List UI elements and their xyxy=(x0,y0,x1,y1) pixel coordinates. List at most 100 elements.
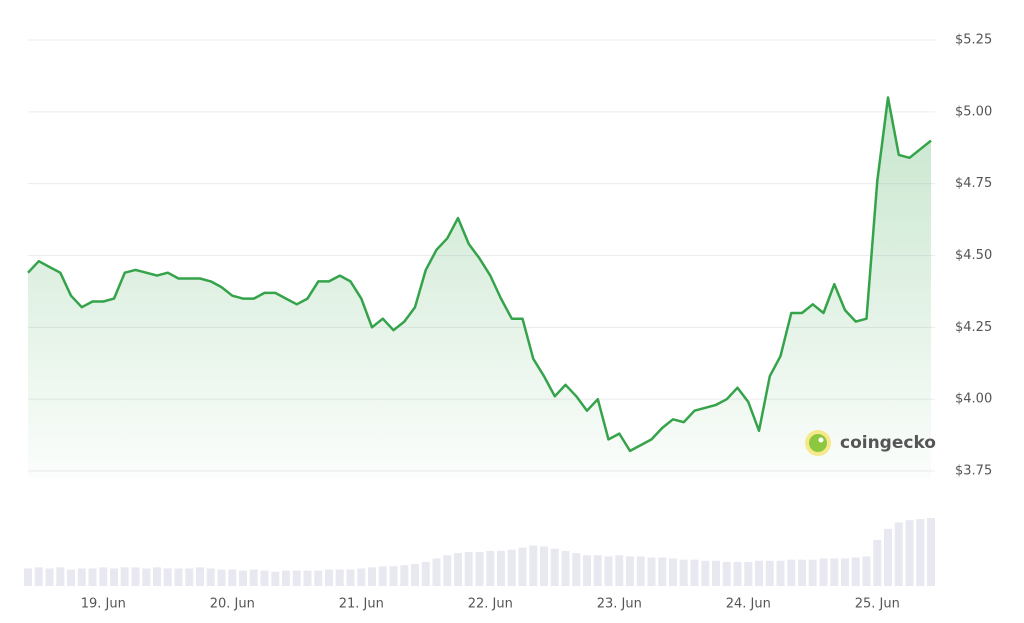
volume-bar xyxy=(357,568,366,586)
volume-bar xyxy=(163,568,172,586)
volume-bar xyxy=(744,561,753,586)
volume-bar xyxy=(518,547,527,586)
volume-bar xyxy=(658,557,667,586)
x-tick-label: 25. Jun xyxy=(855,597,900,612)
volume-bar xyxy=(583,555,591,586)
x-tick-label: 20. Jun xyxy=(210,597,255,612)
volume-bar xyxy=(884,528,892,586)
volume-bar xyxy=(916,519,925,586)
volume-bar xyxy=(808,559,817,586)
y-tick-label: $4.75 xyxy=(955,176,992,191)
volume-bar xyxy=(690,559,699,586)
volume-bar xyxy=(733,561,742,586)
x-tick-label: 19. Jun xyxy=(81,597,126,612)
volume-bar xyxy=(346,569,355,586)
watermark: coingecko xyxy=(840,433,936,453)
volume-bar xyxy=(540,546,548,586)
volume-bar xyxy=(282,570,290,586)
volume-bar xyxy=(851,557,860,586)
volume-bar xyxy=(497,550,505,586)
y-tick-label: $3.75 xyxy=(955,464,992,479)
volume-bar xyxy=(669,558,677,586)
volume-bar xyxy=(626,556,634,586)
volume-bar xyxy=(368,567,376,586)
volume-bar xyxy=(271,571,280,586)
volume-bar xyxy=(196,567,204,586)
volume-bar xyxy=(239,570,247,586)
volume-bar xyxy=(389,566,398,586)
volume-bar xyxy=(475,552,484,586)
volume-bar xyxy=(217,569,226,586)
x-tick-label: 21. Jun xyxy=(339,597,384,612)
volume-bar xyxy=(561,550,570,586)
volume-bar xyxy=(56,567,65,586)
volume-bar xyxy=(325,569,333,586)
volume-bar xyxy=(701,560,710,586)
y-tick-label: $5.00 xyxy=(955,104,992,119)
volume-bar xyxy=(110,568,118,586)
volume-bar xyxy=(24,568,32,586)
volume-bar xyxy=(314,570,323,586)
volume-bar xyxy=(862,556,871,586)
volume-bar xyxy=(67,569,75,586)
y-tick-label: $5.25 xyxy=(955,33,992,48)
volume-bar xyxy=(830,558,839,586)
volume-bar xyxy=(819,558,828,586)
volume-bar xyxy=(45,568,54,586)
volume-bar xyxy=(421,561,430,586)
volume-bar xyxy=(378,566,387,586)
volume-bar xyxy=(153,567,161,586)
volume-bar xyxy=(615,555,624,586)
volume-bar xyxy=(292,570,301,586)
volume-bar xyxy=(77,568,86,586)
volume-bar xyxy=(174,568,183,586)
volume-bar xyxy=(249,569,258,586)
volume-bar xyxy=(894,522,903,586)
volume-bar xyxy=(303,570,312,586)
volume-bar xyxy=(34,567,43,586)
volume-bar xyxy=(454,553,462,586)
volume-bar xyxy=(142,568,151,586)
volume-bar xyxy=(776,560,785,586)
volume-bar xyxy=(400,565,409,586)
volume-bar xyxy=(873,539,882,586)
price-line xyxy=(27,96,932,453)
volume-bar xyxy=(755,560,763,586)
volume-bar xyxy=(765,560,774,586)
volume-bar xyxy=(486,550,495,586)
y-tick-label: $4.50 xyxy=(955,248,992,263)
volume-bar xyxy=(260,570,269,586)
y-tick-label: $4.00 xyxy=(955,392,992,407)
volume-bar xyxy=(411,564,419,586)
volume-bar xyxy=(572,553,581,586)
volume-bar xyxy=(604,556,613,586)
volume-bar xyxy=(841,558,849,586)
volume-bar xyxy=(432,558,441,586)
volume-bar xyxy=(712,560,720,586)
volume-bar xyxy=(787,559,796,586)
x-tick-label: 23. Jun xyxy=(597,597,642,612)
x-tick-label: 24. Jun xyxy=(726,597,771,612)
volume-bar xyxy=(185,568,194,586)
volume-bar xyxy=(131,567,140,586)
volume-bar xyxy=(722,561,731,586)
volume-bar xyxy=(927,518,935,586)
volume-bar xyxy=(443,555,452,586)
area xyxy=(28,97,931,478)
watermark-logo xyxy=(805,430,831,456)
volume-bar xyxy=(636,556,645,586)
y-tick-label: $4.25 xyxy=(955,320,992,335)
volume-bar xyxy=(335,569,344,586)
volume-bar xyxy=(99,567,108,586)
volume-bar xyxy=(206,568,215,586)
volume-bar xyxy=(88,568,97,586)
volume-bar xyxy=(679,559,688,586)
volume-bar xyxy=(905,520,914,586)
volume-bar xyxy=(593,555,602,586)
volume-bar xyxy=(529,545,538,586)
volume-bar xyxy=(120,567,129,586)
volume-bar xyxy=(647,557,656,586)
volume-bar xyxy=(798,559,806,586)
